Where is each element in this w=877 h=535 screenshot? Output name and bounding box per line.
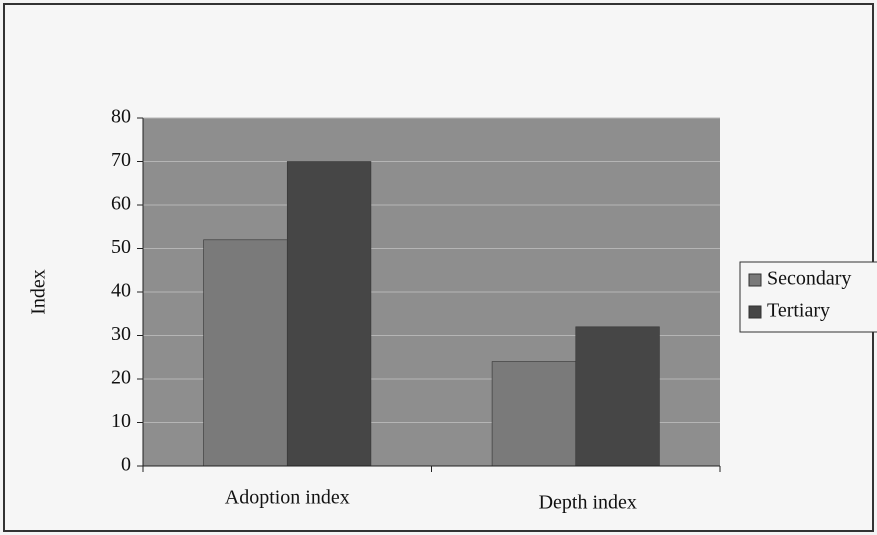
legend-box bbox=[739, 261, 877, 333]
y-tick-label: 30 bbox=[111, 323, 131, 345]
y-tick-label: 10 bbox=[111, 410, 131, 432]
legend-swatch bbox=[748, 305, 762, 319]
bar bbox=[203, 239, 288, 467]
bar bbox=[286, 161, 372, 467]
x-tick-label: Adoption index bbox=[225, 487, 350, 509]
y-tick-label: 70 bbox=[111, 149, 131, 171]
bar bbox=[491, 361, 577, 467]
bar bbox=[575, 326, 660, 467]
y-tick-label: 40 bbox=[111, 280, 131, 302]
y-tick-label: 50 bbox=[111, 236, 131, 258]
y-tick-label: 80 bbox=[111, 106, 131, 128]
x-tick-label: Depth index bbox=[539, 492, 637, 514]
y-tick-label: 0 bbox=[121, 454, 131, 476]
legend-label: Secondary bbox=[767, 268, 851, 290]
y-tick-label: 20 bbox=[111, 367, 131, 389]
legend-label: Tertiary bbox=[767, 300, 830, 322]
y-tick-label: 60 bbox=[111, 193, 131, 215]
y-axis-label: Index bbox=[28, 269, 50, 315]
legend-swatch bbox=[748, 273, 762, 287]
